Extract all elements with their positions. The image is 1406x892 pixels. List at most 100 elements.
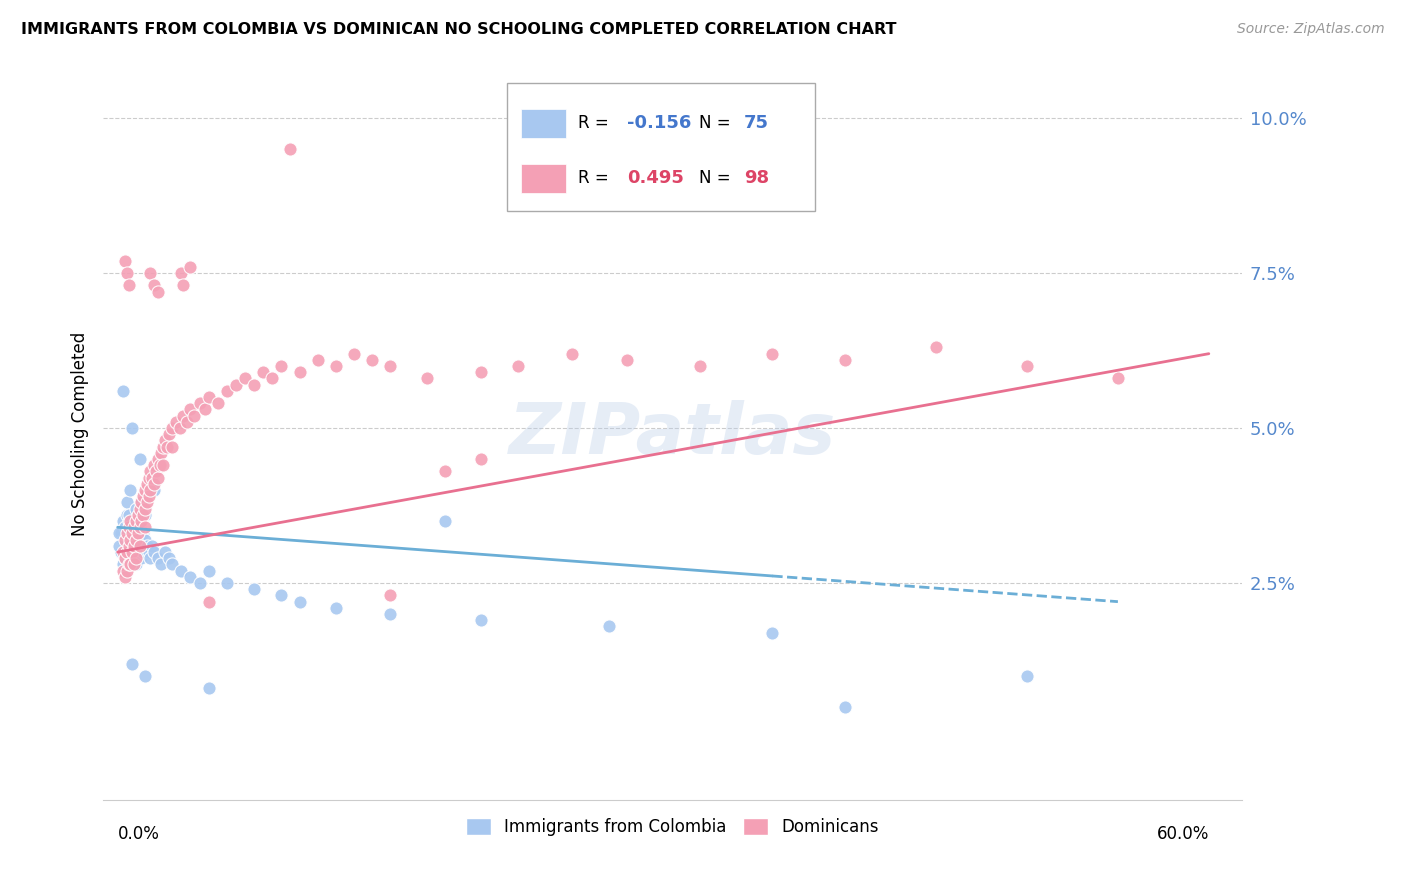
Point	[470, 613, 492, 627]
Point	[135, 539, 157, 553]
Text: Source: ZipAtlas.com: Source: ZipAtlas.com	[1237, 22, 1385, 37]
Point	[188, 576, 211, 591]
Point	[127, 526, 149, 541]
Point	[215, 576, 238, 591]
Point	[115, 545, 138, 559]
Point	[160, 421, 183, 435]
Point	[143, 476, 166, 491]
Point	[470, 365, 492, 379]
Point	[138, 545, 160, 559]
Point	[225, 377, 247, 392]
Point	[115, 526, 138, 541]
Point	[170, 266, 193, 280]
Point	[112, 384, 135, 398]
Point	[143, 458, 166, 473]
Point	[146, 551, 169, 566]
Point	[380, 359, 402, 373]
Point	[169, 421, 191, 435]
Point	[128, 520, 150, 534]
Point	[112, 564, 135, 578]
Point	[143, 278, 166, 293]
Point	[121, 558, 143, 572]
Point	[117, 520, 139, 534]
Point	[139, 465, 162, 479]
Point	[114, 533, 136, 547]
Point	[270, 589, 292, 603]
Legend: Immigrants from Colombia, Dominicans: Immigrants from Colombia, Dominicans	[460, 812, 886, 843]
Point	[152, 440, 174, 454]
Point	[1015, 669, 1038, 683]
Point	[160, 440, 183, 454]
Point	[131, 533, 153, 547]
Point	[761, 625, 783, 640]
Point	[160, 558, 183, 572]
Point	[834, 700, 856, 714]
Point	[616, 352, 638, 367]
Point	[170, 564, 193, 578]
Point	[120, 526, 142, 541]
Point	[127, 526, 149, 541]
Point	[120, 558, 142, 572]
Point	[121, 545, 143, 559]
Point	[179, 570, 201, 584]
Point	[121, 657, 143, 671]
Point	[157, 427, 180, 442]
Point	[117, 533, 139, 547]
FancyBboxPatch shape	[508, 83, 814, 211]
Point	[194, 402, 217, 417]
Point	[125, 551, 148, 566]
Point	[127, 545, 149, 559]
Point	[243, 377, 266, 392]
Point	[143, 483, 166, 497]
Point	[146, 285, 169, 299]
Point	[179, 260, 201, 274]
Point	[132, 526, 155, 541]
Point	[117, 514, 139, 528]
Point	[834, 352, 856, 367]
Point	[172, 278, 194, 293]
Point	[134, 533, 156, 547]
Text: 98: 98	[744, 169, 769, 187]
Text: N =: N =	[699, 114, 730, 132]
Point	[121, 526, 143, 541]
Point	[243, 582, 266, 597]
Point	[128, 520, 150, 534]
Text: -0.156: -0.156	[627, 114, 692, 132]
Point	[115, 564, 138, 578]
Point	[143, 545, 166, 559]
Point	[139, 551, 162, 566]
Point	[125, 514, 148, 528]
Point	[114, 570, 136, 584]
Point	[761, 347, 783, 361]
Point	[153, 434, 176, 448]
Point	[122, 520, 145, 534]
Point	[120, 483, 142, 497]
Point	[115, 508, 138, 522]
Point	[1015, 359, 1038, 373]
Text: 75: 75	[744, 114, 769, 132]
Point	[128, 452, 150, 467]
Point	[146, 452, 169, 467]
Point	[114, 253, 136, 268]
Point	[233, 371, 256, 385]
Point	[132, 545, 155, 559]
Point	[179, 402, 201, 417]
Point	[114, 520, 136, 534]
Point	[115, 266, 138, 280]
Bar	[522, 109, 567, 138]
Point	[561, 347, 583, 361]
Point	[598, 619, 620, 633]
Point	[115, 526, 138, 541]
Point	[207, 396, 229, 410]
Point	[361, 352, 384, 367]
Point	[1107, 371, 1129, 385]
Point	[132, 508, 155, 522]
Point	[135, 476, 157, 491]
Text: 0.495: 0.495	[627, 169, 683, 187]
Point	[131, 495, 153, 509]
Point	[131, 514, 153, 528]
Point	[134, 520, 156, 534]
Text: IMMIGRANTS FROM COLOMBIA VS DOMINICAN NO SCHOOLING COMPLETED CORRELATION CHART: IMMIGRANTS FROM COLOMBIA VS DOMINICAN NO…	[21, 22, 897, 37]
Point	[117, 508, 139, 522]
Point	[153, 545, 176, 559]
